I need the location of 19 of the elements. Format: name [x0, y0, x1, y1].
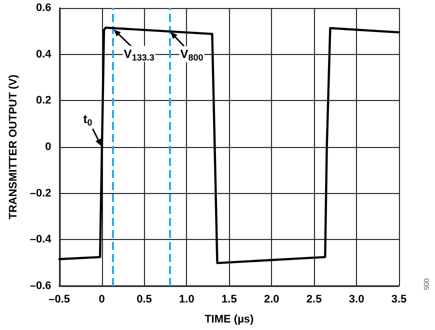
x-tick-label: 1.5	[222, 294, 237, 306]
y-tick-label: –0.2	[30, 187, 52, 200]
y-tick-label: 0	[45, 141, 52, 153]
x-tick-label: 1.0	[179, 294, 194, 306]
y-axis-title: TRANSMITTER OUTPUT (V)	[8, 74, 20, 220]
x-tick-label: 0.5	[136, 294, 152, 306]
y-tick-label: 0.2	[36, 94, 52, 107]
y-tick-label: –0.4	[30, 234, 52, 246]
x-tick-label: 3.5	[391, 294, 407, 306]
x-tick-label: 3.0	[348, 294, 364, 306]
y-tick-label: –0.6	[30, 280, 52, 292]
x-tick-label: 2.5	[306, 294, 322, 306]
y-tick-label: 0.4	[36, 48, 52, 60]
x-axis-title: TIME (µs)	[204, 314, 254, 326]
x-tick-label: 0	[98, 294, 105, 306]
x-tick-label: –0.5	[48, 294, 70, 306]
x-tick-label: 2.0	[264, 294, 280, 306]
y-tick-label: 0.6	[36, 2, 52, 14]
line-series	[58, 26, 400, 264]
